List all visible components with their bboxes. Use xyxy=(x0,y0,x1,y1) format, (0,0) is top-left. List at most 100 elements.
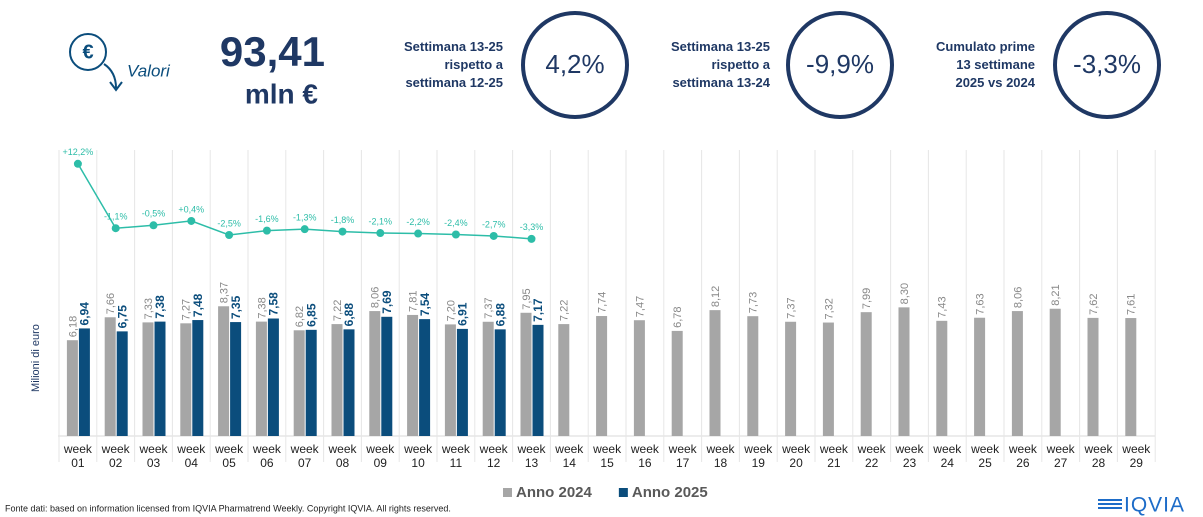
data-label: 7,37 xyxy=(483,297,495,318)
data-label: 7,22 xyxy=(559,300,571,321)
data-label: 6,78 xyxy=(672,306,684,327)
kpi-label-line: Settimana 13-25 xyxy=(404,39,503,54)
growth-point xyxy=(414,229,423,238)
data-label: 8,06 xyxy=(1012,287,1024,308)
bar xyxy=(1087,317,1099,436)
x-tick-label: week 26 xyxy=(1008,442,1037,470)
bar xyxy=(343,329,355,436)
data-label: 6,75 xyxy=(115,305,129,329)
data-label: 7,73 xyxy=(748,292,760,313)
data-label: 7,81 xyxy=(408,291,420,312)
x-tick-label: week 04 xyxy=(177,442,206,470)
bar xyxy=(305,329,317,436)
bar xyxy=(936,320,948,436)
data-label: 8,30 xyxy=(899,283,911,304)
bar xyxy=(407,314,419,436)
data-label: 7,43 xyxy=(937,296,949,317)
bar xyxy=(633,320,645,436)
bar xyxy=(898,307,910,436)
x-tick-label: week 22 xyxy=(857,442,886,470)
bar xyxy=(860,312,872,436)
growth-point xyxy=(451,230,460,239)
bar xyxy=(785,321,797,436)
x-tick-label: week 07 xyxy=(290,442,319,470)
bar xyxy=(230,322,242,436)
data-label: 6,91 xyxy=(456,302,470,326)
growth-label: -1,6% xyxy=(255,214,279,224)
kpi-circle xyxy=(786,11,894,119)
x-tick-label: week 25 xyxy=(971,442,1000,470)
growth-label: -1,8% xyxy=(331,215,355,225)
data-label: 7,62 xyxy=(1088,293,1100,314)
bar xyxy=(180,323,192,436)
x-tick-label: week 09 xyxy=(366,442,395,470)
growth-label: -2,1% xyxy=(369,216,393,226)
data-label: 7,27 xyxy=(181,299,193,320)
x-tick-label: week 15 xyxy=(593,442,622,470)
bar xyxy=(456,328,468,436)
growth-label: +0,4% xyxy=(178,204,204,214)
data-label: 7,54 xyxy=(418,292,432,316)
x-tick-label: week 03 xyxy=(139,442,168,470)
growth-point xyxy=(376,229,385,238)
kpi-circle xyxy=(521,11,629,119)
icon-label: Valori xyxy=(127,61,171,80)
bar xyxy=(255,321,267,436)
x-tick-label: week 06 xyxy=(252,442,281,470)
bar xyxy=(1125,318,1137,436)
total-unit: mln € xyxy=(245,78,319,109)
data-label: 7,38 xyxy=(153,295,167,319)
bar xyxy=(369,311,381,436)
bar xyxy=(66,340,78,436)
legend-label: Anno 2025 xyxy=(632,484,708,501)
data-label: 8,37 xyxy=(219,282,231,303)
kpi-label: Cumulato prime 13 settimane 2025 vs 2024 xyxy=(865,38,1035,92)
bar xyxy=(104,317,116,436)
x-tick-label: week 17 xyxy=(668,442,697,470)
bar xyxy=(596,316,608,436)
bar xyxy=(142,322,154,436)
data-label: 7,61 xyxy=(1126,294,1138,315)
kpi-label: Settimana 13-25 rispetto a settimana 12-25 xyxy=(333,38,503,92)
growth-point xyxy=(187,216,196,225)
legend-label: Anno 2024 xyxy=(516,484,593,501)
data-label: 6,18 xyxy=(67,316,79,337)
data-label: 7,99 xyxy=(861,288,873,309)
bar xyxy=(154,321,166,436)
x-tick-label: week 23 xyxy=(895,442,924,470)
bar xyxy=(747,316,759,436)
bar xyxy=(1049,308,1061,436)
data-label: 7,33 xyxy=(143,298,155,319)
x-tick-label: week 18 xyxy=(706,442,735,470)
data-label: 7,74 xyxy=(597,292,609,313)
x-tick-label: week 19 xyxy=(744,442,773,470)
logo: IQVIA xyxy=(1124,494,1185,517)
growth-point xyxy=(300,225,309,234)
growth-point xyxy=(111,224,120,233)
bar xyxy=(116,331,128,436)
growth-label: -2,2% xyxy=(406,217,430,227)
bar xyxy=(444,324,456,436)
bar xyxy=(293,330,305,436)
kpi-value: -9,9% xyxy=(806,49,874,79)
x-tick-label: week 29 xyxy=(1122,442,1151,470)
bar xyxy=(709,310,721,436)
arrow xyxy=(103,63,123,92)
source-note: Fonte dati: based on information license… xyxy=(5,503,451,513)
growth-label: -1,1% xyxy=(104,212,128,222)
x-tick-label: week 20 xyxy=(782,442,811,470)
growth-point xyxy=(527,234,536,243)
x-tick-label: week 21 xyxy=(819,442,848,470)
x-tick-label: week 24 xyxy=(933,442,962,470)
data-label: 8,06 xyxy=(370,287,382,308)
growth-point xyxy=(149,221,158,230)
data-label: 7,38 xyxy=(256,297,268,318)
x-tick-label: week 11 xyxy=(441,442,470,470)
x-tick-label: week 12 xyxy=(479,442,508,470)
x-tick-label: week 14 xyxy=(555,442,584,470)
bar xyxy=(192,320,204,436)
growth-label: -2,5% xyxy=(217,218,241,228)
growth-label: -2,7% xyxy=(482,219,506,229)
data-label: 7,17 xyxy=(531,298,545,322)
growth-point xyxy=(73,159,82,168)
